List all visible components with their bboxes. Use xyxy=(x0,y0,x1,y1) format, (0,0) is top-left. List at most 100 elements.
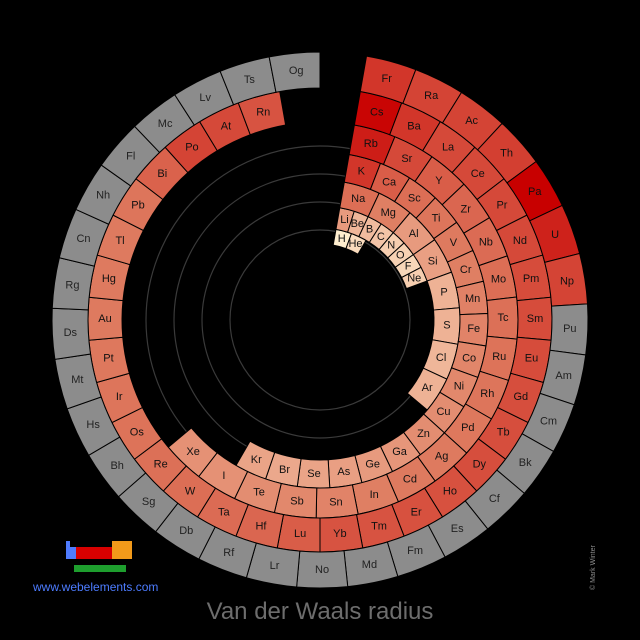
webelements-link[interactable]: www.webelements.com xyxy=(33,580,159,594)
element-symbol-label: Po xyxy=(185,141,198,153)
copyright-note: © Mark Winter xyxy=(590,545,597,590)
element-symbol-label: Sg xyxy=(142,496,155,508)
element-cell-np: Np xyxy=(544,252,589,307)
element-symbol-label: Ar xyxy=(422,382,433,394)
element-symbol-label: Nb xyxy=(479,237,493,249)
element-cell-fill xyxy=(268,51,321,93)
element-symbol-label: In xyxy=(370,489,379,501)
element-symbol-label: Br xyxy=(279,464,290,476)
element-symbol-label: Lv xyxy=(199,92,211,104)
element-symbol-label: Mg xyxy=(381,207,396,219)
element-symbol-label: Dy xyxy=(473,458,487,470)
element-symbol-label: H xyxy=(338,233,346,245)
element-symbol-label: Cf xyxy=(489,493,501,505)
element-cell-se: Se xyxy=(296,458,331,489)
element-symbol-label: Ne xyxy=(407,273,421,285)
element-cell-hs: Hs xyxy=(66,396,121,456)
element-symbol-label: Au xyxy=(98,313,111,325)
element-cell-mn: Mn xyxy=(455,280,489,316)
element-cell-rb: Rb xyxy=(348,124,396,166)
element-symbol-label: Sr xyxy=(401,153,412,165)
element-symbol-label: Bh xyxy=(110,460,123,472)
element-symbol-label: Ru xyxy=(492,351,506,363)
element-symbol-label: Pd xyxy=(461,422,474,434)
element-symbol-label: Bk xyxy=(519,457,532,469)
element-symbol-label: Cu xyxy=(436,406,450,418)
element-symbol-label: V xyxy=(450,237,458,249)
element-symbol-label: Tl xyxy=(115,235,124,247)
element-symbol-label: Th xyxy=(500,148,513,160)
element-symbol-label: Pa xyxy=(528,186,542,198)
element-symbol-label: Ca xyxy=(382,176,397,188)
element-symbol-label: Ti xyxy=(432,213,441,225)
element-symbol-label: Pu xyxy=(563,323,576,335)
element-symbol-label: Fe xyxy=(467,323,480,335)
element-symbol-label: At xyxy=(221,121,231,133)
element-symbol-label: Pt xyxy=(103,352,113,364)
element-symbol-label: Pm xyxy=(523,273,540,285)
element-symbol-label: Tb xyxy=(497,427,510,439)
element-symbol-label: Fl xyxy=(126,151,135,163)
element-cell-fe: Fe xyxy=(457,312,489,347)
element-symbol-label: Ra xyxy=(424,90,439,102)
element-cell-os: Os xyxy=(111,406,163,460)
element-cell-lu: Lu xyxy=(276,514,321,553)
element-symbol-label: Lu xyxy=(294,528,306,540)
element-symbol-label: Bi xyxy=(157,168,167,180)
element-symbol-label: Fm xyxy=(407,545,423,557)
element-symbol-label: La xyxy=(442,141,455,153)
element-symbol-label: Fr xyxy=(381,73,392,85)
element-symbol-label: Cd xyxy=(403,473,417,485)
element-symbol-label: Hs xyxy=(86,419,100,431)
element-symbol-label: Se xyxy=(307,468,320,480)
element-cell-cn: Cn xyxy=(58,208,110,267)
element-symbol-label: Lr xyxy=(270,560,280,572)
element-cell-ds: Ds xyxy=(51,307,92,360)
element-cell-lv: Lv xyxy=(174,70,235,126)
element-symbol-label: Ho xyxy=(443,485,457,497)
element-symbol-label: Ts xyxy=(244,74,256,86)
element-cell-yb: Yb xyxy=(319,514,364,553)
element-symbol-label: P xyxy=(440,287,447,299)
element-symbol-label: Os xyxy=(130,427,145,439)
element-symbol-label: W xyxy=(185,485,196,497)
element-symbol-label: Am xyxy=(555,370,572,382)
element-symbol-label: Te xyxy=(253,487,265,499)
element-symbol-label: Ir xyxy=(116,391,123,403)
element-symbol-label: Gd xyxy=(513,391,528,403)
element-cell-sm: Sm xyxy=(516,296,553,341)
element-cell-tc: Tc xyxy=(486,296,519,340)
element-symbol-label: K xyxy=(358,166,366,178)
guide-ring xyxy=(229,229,411,411)
element-symbol-label: Cr xyxy=(460,264,472,276)
element-symbol-label: Hf xyxy=(255,521,267,533)
element-symbol-label: Re xyxy=(154,458,168,470)
element-cell-pu: Pu xyxy=(549,303,589,356)
element-symbol-label: N xyxy=(387,240,395,252)
element-symbol-label: O xyxy=(396,250,405,262)
element-symbol-label: Cm xyxy=(540,415,557,427)
element-symbol-label: Cn xyxy=(76,233,90,245)
element-cell-rg: Rg xyxy=(51,257,95,311)
element-symbol-label: Ag xyxy=(435,451,448,463)
element-symbol-label: U xyxy=(551,229,559,241)
element-symbol-label: Er xyxy=(411,506,422,518)
element-cell-no: No xyxy=(296,550,349,589)
element-symbol-label: Mo xyxy=(491,274,506,286)
element-symbol-label: Es xyxy=(451,523,464,535)
element-symbol-label: Rg xyxy=(65,279,79,291)
element-symbol-label: Al xyxy=(409,228,419,240)
element-symbol-label: Nd xyxy=(513,235,527,247)
element-symbol-label: Tm xyxy=(371,521,387,533)
element-symbol-label: Co xyxy=(462,352,476,364)
element-symbol-label: Zr xyxy=(461,203,472,215)
element-symbol-label: Ge xyxy=(365,459,380,471)
element-cell-eu: Eu xyxy=(510,336,552,384)
element-symbol-label: Nh xyxy=(96,190,110,202)
element-symbol-label: Ce xyxy=(471,168,485,180)
element-symbol-label: Hg xyxy=(102,273,116,285)
element-symbol-label: Ta xyxy=(218,506,231,518)
webelements-logo xyxy=(66,541,132,572)
element-symbol-label: No xyxy=(315,564,329,576)
element-symbol-label: Be xyxy=(351,218,364,230)
